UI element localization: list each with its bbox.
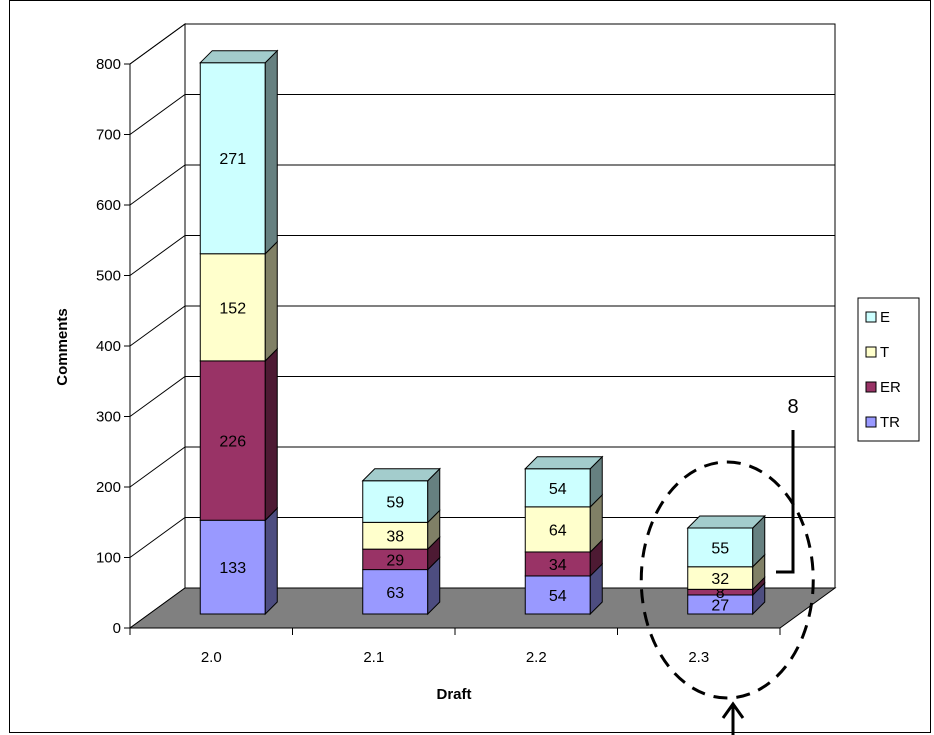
data-label: 8 — [716, 585, 725, 602]
y-tick-label: 300 — [96, 409, 121, 426]
gridline — [129, 94, 835, 135]
data-label: 34 — [549, 557, 567, 574]
x-axis-title: Draft — [436, 686, 471, 703]
gridlines — [129, 23, 835, 558]
gridline — [129, 164, 835, 206]
y-tick-label: 600 — [96, 197, 121, 214]
bar-segment: 8 — [687, 576, 766, 602]
bar-segment: 133 — [199, 507, 278, 616]
bar-side — [264, 240, 278, 363]
gridline — [129, 305, 835, 347]
y-tick-label: 0 — [113, 620, 121, 637]
data-label: 38 — [386, 529, 404, 546]
legend-label: TR — [880, 414, 900, 431]
bar-side — [264, 49, 278, 255]
x-tick-label: 2.1 — [363, 649, 384, 666]
y-tick-label: 500 — [96, 268, 121, 285]
data-label: 226 — [219, 434, 246, 451]
data-label: 54 — [549, 588, 567, 605]
bar-face — [199, 519, 266, 615]
x-tick-label: 2.3 — [688, 649, 709, 666]
bar-face — [199, 360, 266, 521]
bar-segment: 54 — [524, 455, 604, 509]
legend-label: E — [880, 309, 890, 326]
bar-top — [361, 468, 441, 482]
bar-top — [686, 515, 766, 529]
data-label: 55 — [711, 540, 729, 557]
y-axis: 0 100 200 300 400 500 600 700 800 — [96, 56, 131, 637]
x-tick-label: 2.2 — [526, 649, 547, 666]
legend: E T ER TR — [857, 297, 920, 442]
legend-swatch — [865, 416, 877, 428]
bar-segment: 29 — [362, 535, 441, 571]
bar-stack: 133 226 152 271 — [199, 49, 279, 616]
legend-label: ER — [880, 379, 901, 396]
dashed-highlight-ellipse — [639, 460, 815, 700]
data-label: 271 — [219, 151, 246, 168]
bar-face — [362, 521, 429, 550]
gridline — [129, 235, 835, 276]
gridline — [129, 446, 835, 488]
data-label: 54 — [549, 481, 567, 498]
bar-segment: 55 — [686, 514, 766, 568]
data-label: 152 — [219, 300, 246, 317]
gridline — [129, 376, 835, 417]
bar-segment: 59 — [361, 467, 441, 524]
y-tick-label: 400 — [96, 338, 121, 355]
x-tick-label: 2.0 — [201, 649, 222, 666]
bar-face — [199, 253, 266, 362]
bar-segment: 64 — [524, 493, 603, 554]
arrow-head — [721, 701, 745, 719]
data-label: 59 — [386, 495, 404, 512]
data-label: 32 — [711, 571, 729, 588]
bar-face — [687, 527, 754, 568]
legend-swatch — [865, 346, 877, 358]
bar-segment: 226 — [199, 347, 278, 522]
gridline — [129, 517, 835, 558]
bar-top — [524, 456, 604, 470]
annotation-label: 8 — [787, 396, 798, 418]
annotation-bracket — [776, 430, 795, 574]
bar-face — [199, 62, 266, 255]
bar-side — [264, 347, 278, 522]
y-tick-label: 700 — [96, 127, 121, 144]
bar-stack: 63 29 38 59 — [361, 467, 441, 616]
y-tick-label: 200 — [96, 479, 121, 496]
data-label: 133 — [219, 560, 246, 577]
bar-face — [524, 506, 591, 553]
y-tick-label: 100 — [96, 550, 121, 567]
bar-segment: 271 — [199, 49, 279, 255]
legend-swatch — [865, 311, 877, 323]
data-label: 63 — [386, 585, 404, 602]
y-tick-label: 800 — [96, 56, 121, 73]
bar-segment: 152 — [199, 240, 278, 363]
bar-segment: 54 — [524, 562, 603, 616]
y-axis-title: Comments — [54, 308, 71, 386]
legend-swatch — [865, 381, 877, 393]
bar-segment: 27 — [687, 581, 766, 616]
chart-frame — [9, 0, 931, 733]
x-axis: 2.0 2.1 2.2 2.3 — [129, 627, 781, 666]
annotation-callout: 8 — [639, 396, 815, 735]
data-label: 29 — [386, 552, 404, 569]
data-label: 64 — [549, 522, 567, 539]
bar-side — [264, 507, 278, 616]
legend-label: T — [880, 344, 889, 361]
gridline — [129, 23, 835, 65]
bar-top — [199, 50, 279, 64]
bar-stack: 54 34 64 54 — [524, 455, 604, 616]
data-label: 27 — [711, 597, 729, 614]
